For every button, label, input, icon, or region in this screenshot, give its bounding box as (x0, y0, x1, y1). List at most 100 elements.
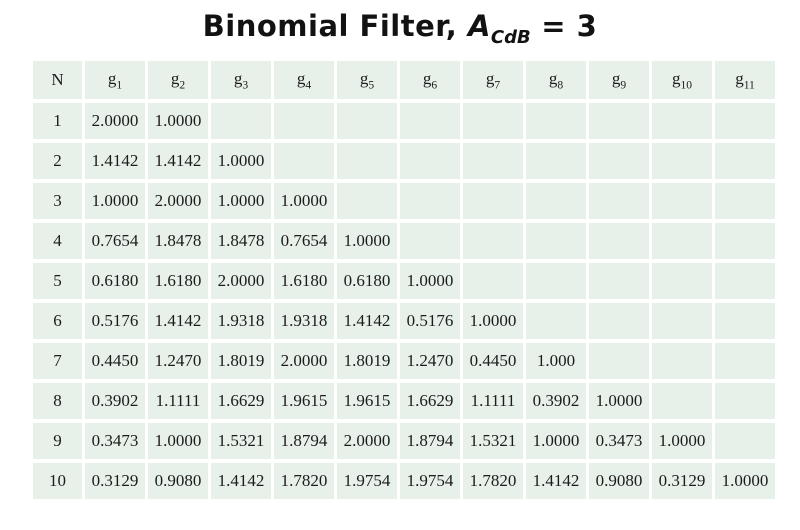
column-header-base: g (170, 68, 180, 88)
table-cell (337, 103, 397, 140)
column-header: g7 (463, 61, 523, 100)
table-cell (715, 343, 775, 380)
table-cell: 1.9318 (211, 303, 271, 340)
table-cell: 1.4142 (211, 463, 271, 500)
row-label: 6 (33, 303, 82, 340)
column-header: g8 (526, 61, 586, 100)
row-label: 7 (33, 343, 82, 380)
table-row: 3 1.0000 2.0000 1.0000 1.0000 (33, 183, 775, 220)
table-cell: 1.0000 (148, 423, 208, 460)
page-title: Binomial Filter, ACdB = 3 (0, 8, 800, 49)
column-header-subscript: 10 (680, 78, 693, 92)
table-cell (715, 103, 775, 140)
table-cell: 0.3129 (85, 463, 145, 500)
table-cell: 0.7654 (85, 223, 145, 260)
table-cell: 1.000 (526, 343, 586, 380)
column-header-subscript: 8 (557, 78, 564, 92)
row-label: 8 (33, 383, 82, 420)
column-header-subscript: 9 (620, 78, 627, 92)
row-label: 2 (33, 143, 82, 180)
table-cell (589, 103, 649, 140)
table-cell (715, 143, 775, 180)
table-cell: 0.9080 (148, 463, 208, 500)
column-header-subscript: 11 (743, 78, 755, 92)
table-row: 1 2.0000 1.0000 (33, 103, 775, 140)
table-cell: 1.0000 (589, 383, 649, 420)
table-cell (589, 183, 649, 220)
table-cell: 2.0000 (148, 183, 208, 220)
table-cell (715, 303, 775, 340)
table-cell: 0.3473 (85, 423, 145, 460)
table-cell (589, 223, 649, 260)
table-cell: 1.0000 (652, 423, 712, 460)
row-label: 3 (33, 183, 82, 220)
table-cell (652, 263, 712, 300)
table-cell: 0.5176 (400, 303, 460, 340)
table-cell: 0.3902 (526, 383, 586, 420)
title-equation-suffix: = 3 (530, 9, 598, 43)
row-label: 4 (33, 223, 82, 260)
column-header-base: g (422, 68, 432, 88)
table-cell (526, 263, 586, 300)
table-cell: 1.6629 (400, 383, 460, 420)
table-cell: 1.8478 (211, 223, 271, 260)
table-cell: 2.0000 (274, 343, 334, 380)
table-cell (652, 143, 712, 180)
table-cell (652, 343, 712, 380)
table-cell: 1.9754 (337, 463, 397, 500)
column-header-base: g (735, 68, 744, 88)
table-cell: 1.4142 (85, 143, 145, 180)
table-cell: 1.0000 (274, 183, 334, 220)
table-cell: 1.0000 (211, 143, 271, 180)
table-cell: 1.1111 (463, 383, 523, 420)
table-cell: 1.9754 (400, 463, 460, 500)
table-cell (400, 143, 460, 180)
table-cell: 1.9615 (337, 383, 397, 420)
table-cell: 0.7654 (274, 223, 334, 260)
table-cell: 1.7820 (274, 463, 334, 500)
table-cell (337, 143, 397, 180)
table-cell: 1.5321 (211, 423, 271, 460)
table-cell: 1.6180 (148, 263, 208, 300)
table-cell: 1.8019 (211, 343, 271, 380)
table-cell: 1.9318 (274, 303, 334, 340)
title-text: Binomial Filter, (202, 9, 468, 43)
table-row: 8 0.3902 1.1111 1.6629 1.9615 1.9615 1.6629 1.1… (33, 383, 775, 420)
table-cell: 1.7820 (463, 463, 523, 500)
column-header-base: g (107, 68, 117, 88)
column-header: g1 (85, 61, 145, 100)
table-cell: 2.0000 (337, 423, 397, 460)
table-cell (652, 103, 712, 140)
table-cell (463, 263, 523, 300)
table-cell (211, 103, 271, 140)
table-cell (337, 183, 397, 220)
table-cell (526, 223, 586, 260)
table-cell: 2.0000 (211, 263, 271, 300)
table-cell: 0.6180 (337, 263, 397, 300)
table-cell: 1.0000 (85, 183, 145, 220)
table-cell: 1.8478 (148, 223, 208, 260)
table-cell: 0.3473 (589, 423, 649, 460)
column-header-base: g (671, 68, 681, 88)
table-cell: 1.0000 (715, 463, 775, 500)
table-cell: 1.2470 (400, 343, 460, 380)
table-cell (463, 143, 523, 180)
column-header-base: g (233, 68, 243, 88)
table-cell: 0.4450 (463, 343, 523, 380)
table-cell: 1.4142 (526, 463, 586, 500)
table-cell: 0.6180 (85, 263, 145, 300)
table-cell: 1.0000 (211, 183, 271, 220)
column-header: N (33, 61, 82, 100)
table-cell (589, 343, 649, 380)
table-row: 6 0.5176 1.4142 1.9318 1.9318 1.4142 0.5176 1.0… (33, 303, 775, 340)
table-cell (526, 103, 586, 140)
column-header: g11 (715, 61, 775, 100)
table-cell: 1.9615 (274, 383, 334, 420)
column-header-base: N (51, 70, 64, 90)
title-variable-base: A (467, 9, 491, 43)
table-cell (400, 223, 460, 260)
